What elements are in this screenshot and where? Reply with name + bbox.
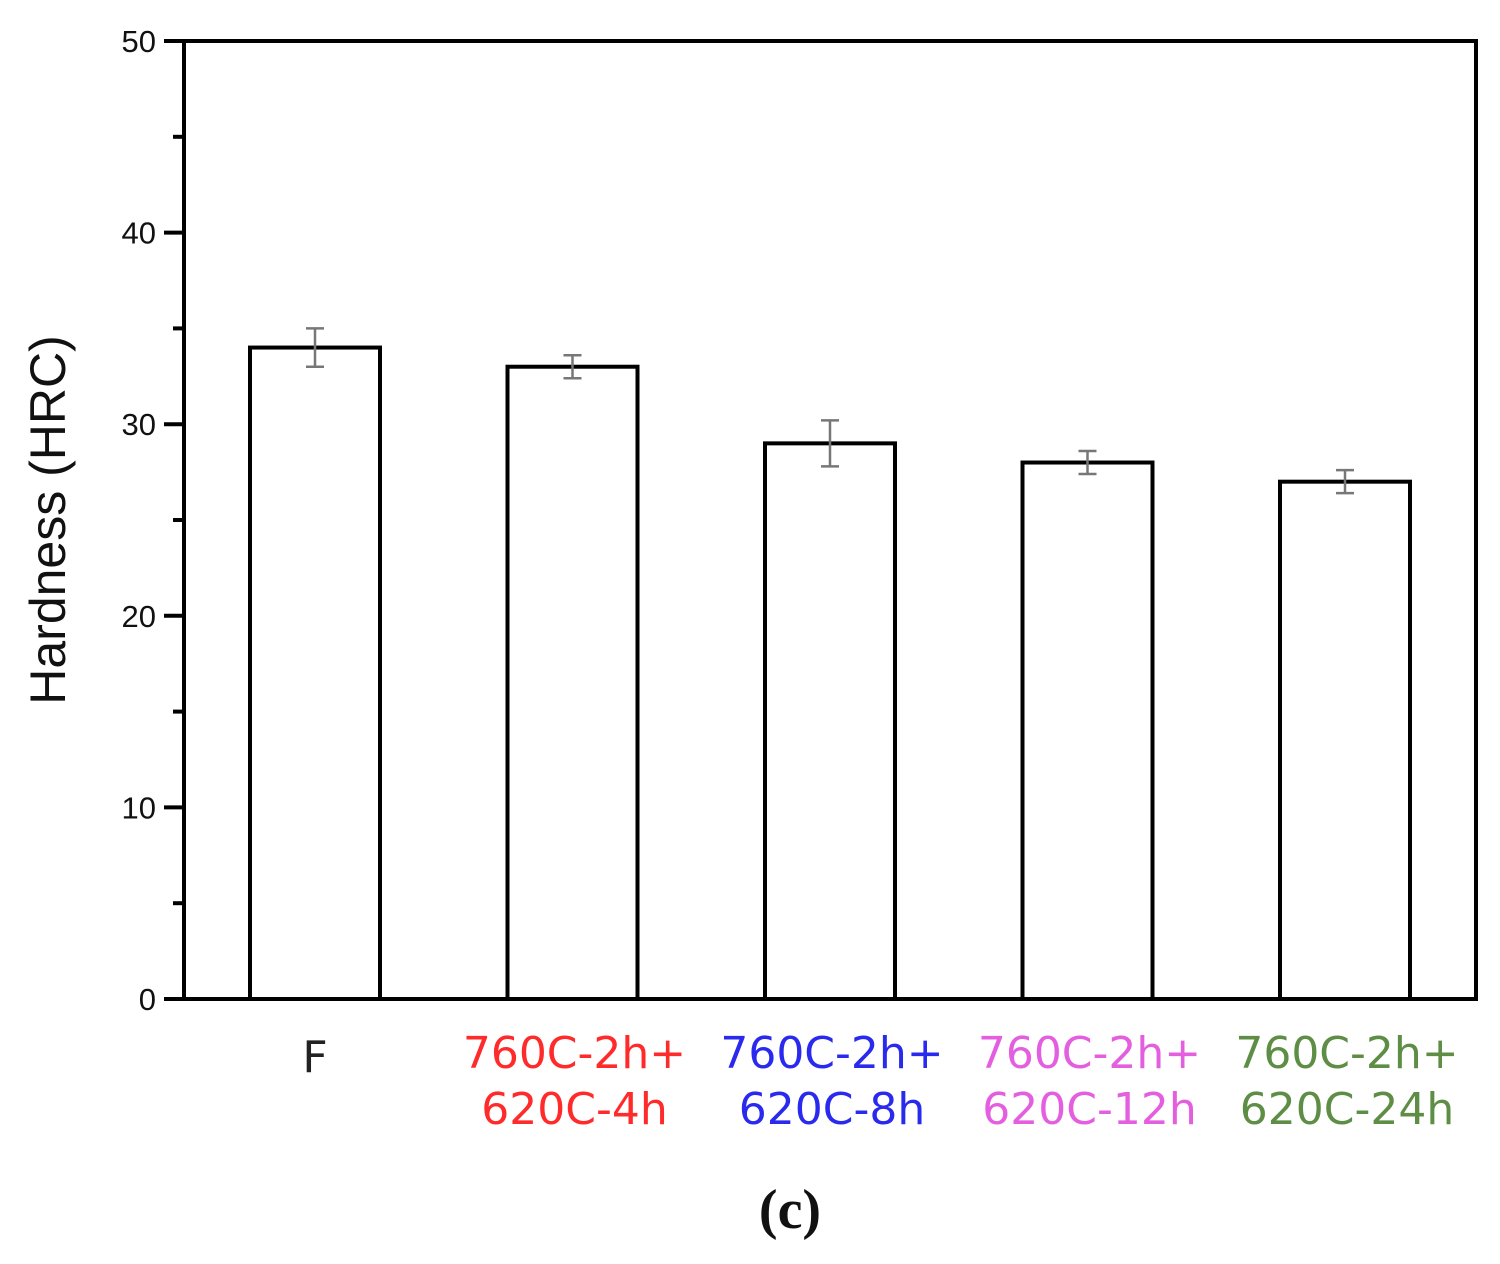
x-category-label: 760C-2h+ 620C-8h [720,1028,943,1135]
bar [248,345,382,1001]
bar [1020,460,1155,1001]
y-tick-label: 40 [122,216,156,251]
y-tick-label: 10 [122,790,156,825]
error-bar [1078,449,1097,476]
x-axis-category-labels: F 760C-2h+ 620C-4h 760C-2h+ 620C-8h 760C-2h+ 6… [302,1028,1458,1135]
x-category-label: 760C-2h+ 620C-4h [463,1028,686,1135]
bar [763,441,897,1001]
y-axis-title: Hardness (HRC) [20,335,76,705]
panel-label: (c) [759,1179,821,1241]
y-axis-ticks [164,39,184,1001]
error-bar [821,419,839,468]
x-category-label: F [302,1032,327,1083]
y-tick-label: 20 [122,599,156,634]
error-bar [306,327,324,368]
y-tick-label: 50 [122,24,156,59]
error-bars-layer [306,327,1354,495]
x-category-label: 760C-2h+ 620C-24h [1235,1028,1458,1135]
x-category-label: 760C-2h+ 620C-12h [978,1028,1201,1135]
bar [505,364,640,1002]
y-axis-tick-labels: 0 10 20 30 40 50 [122,24,156,1017]
y-tick-label: 0 [139,982,156,1017]
bar [1278,479,1412,1001]
error-bar [563,353,582,380]
y-tick-label: 30 [122,407,156,442]
error-bar [1336,468,1354,495]
